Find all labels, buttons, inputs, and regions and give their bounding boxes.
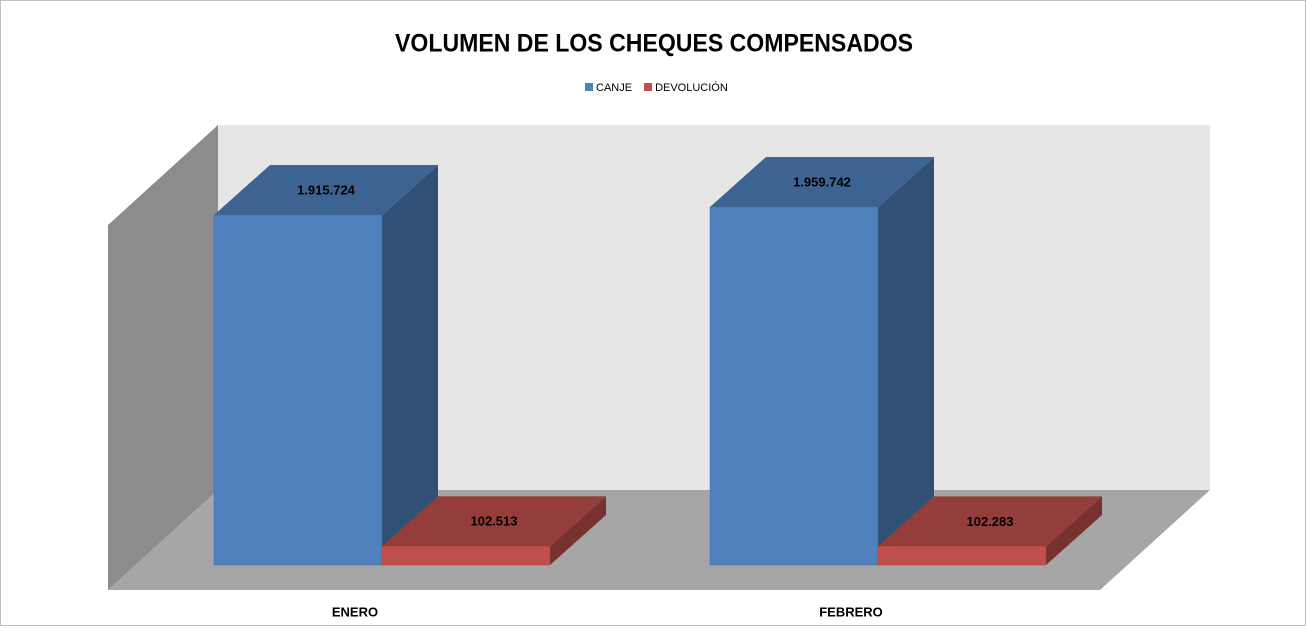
data-label: 102.283 [967,514,1014,529]
bar-side [382,165,438,565]
bar [381,546,551,566]
x-tick-label: ENERO [332,604,378,619]
legend-label: CANJE [596,82,632,94]
side-wall [108,125,218,590]
bar [709,206,879,566]
bar-top [382,496,606,547]
chart-title: VOLUMEN DE LOS CHEQUES COMPENSADOS [395,30,913,58]
bar [877,546,1047,566]
data-label: 1.959.742 [793,174,851,189]
bar-top [214,165,438,216]
plot: 1.915.724 102.513 ENERO 1.959.742 102.283 FEB… [213,157,1102,619]
legend-swatch [644,83,653,91]
data-label: 1.915.724 [297,182,356,197]
bar-top [710,157,934,207]
legend-swatch [585,83,593,91]
legend: CANJE DEVOLUCIÓN [585,81,728,94]
bar-side [1046,496,1102,565]
bar-top [878,496,1102,547]
x-tick-label: FEBRERO [819,604,883,619]
bar-side [878,157,934,565]
legend-label: DEVOLUCIÓN [655,81,728,94]
bar-side [550,496,606,565]
bar [213,214,383,566]
data-label: 102.513 [471,514,518,529]
